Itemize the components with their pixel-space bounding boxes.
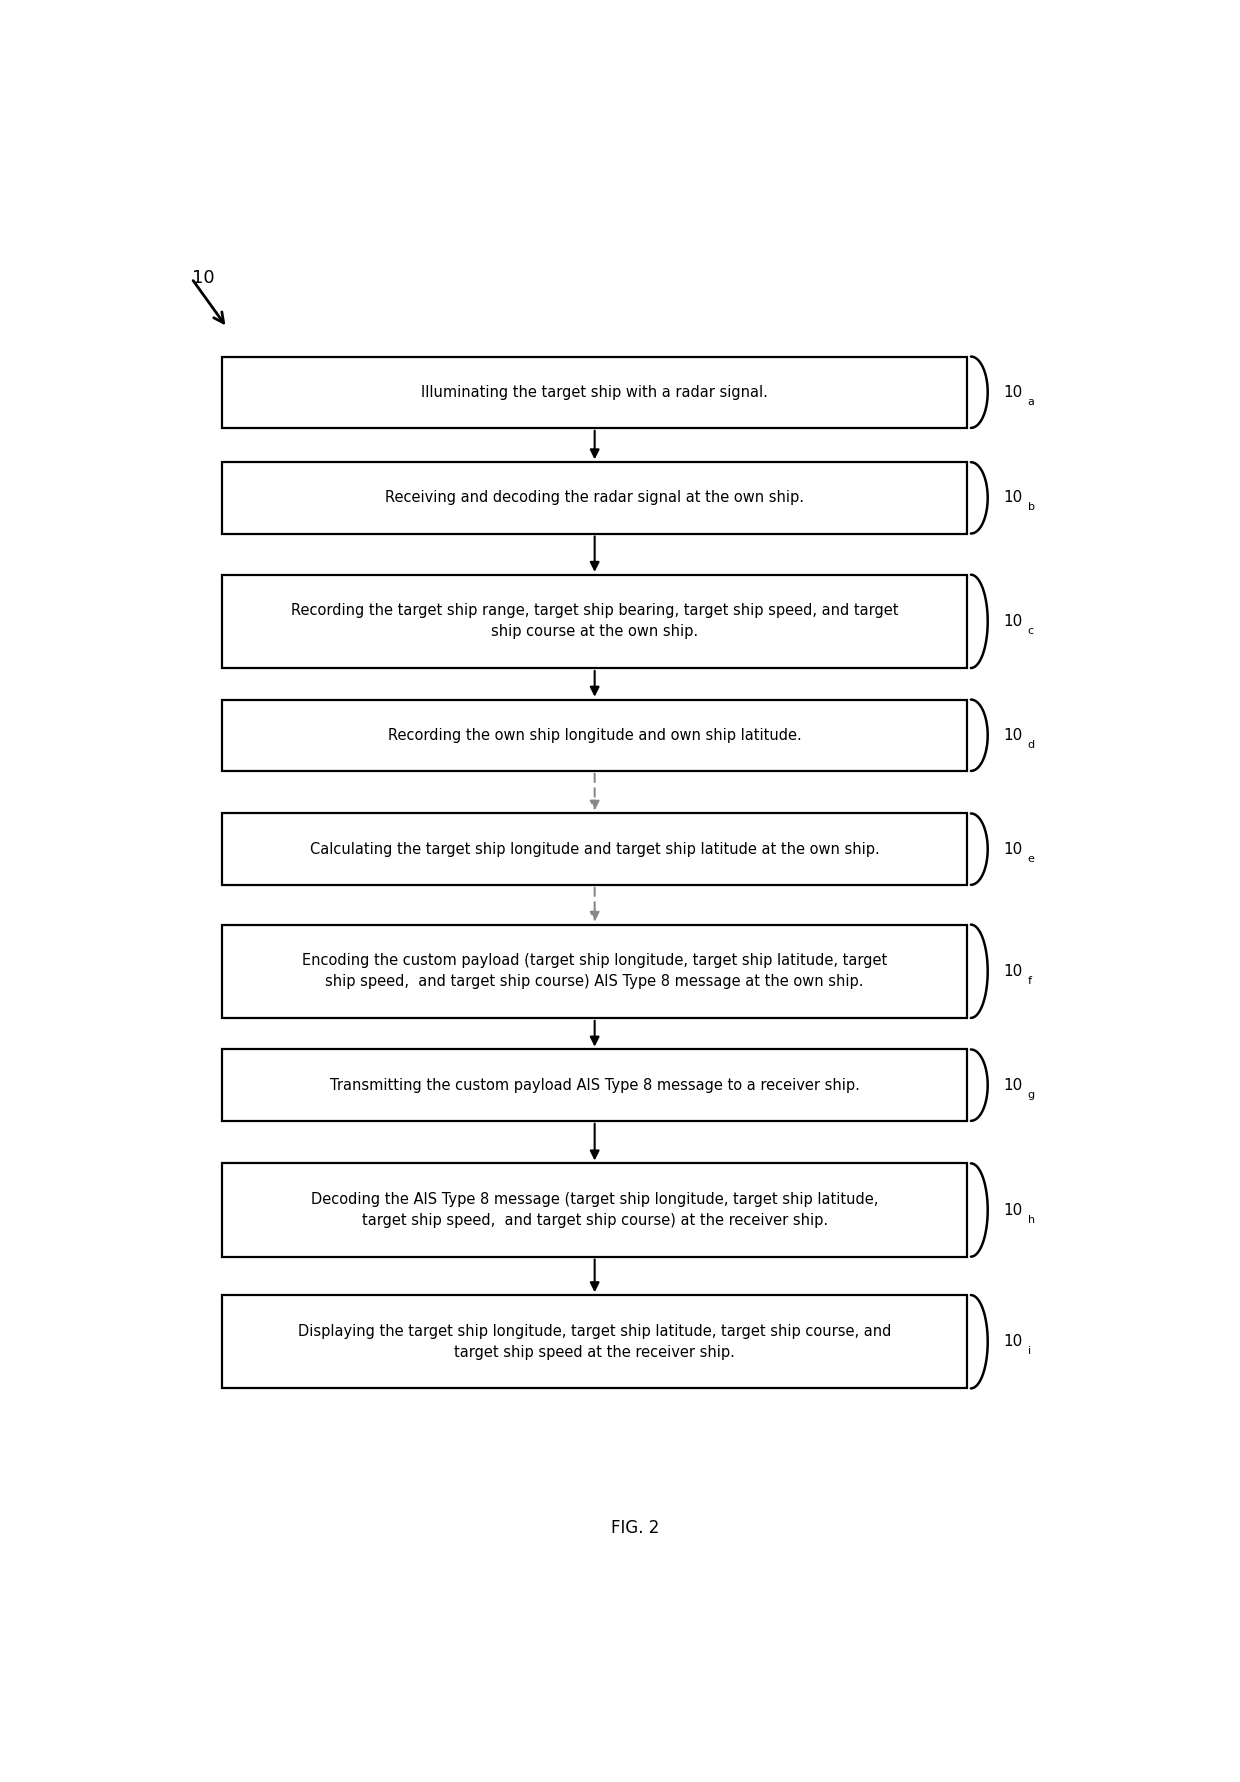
- Text: e: e: [1028, 854, 1034, 864]
- Text: Recording the target ship range, target ship bearing, target ship speed, and tar: Recording the target ship range, target …: [291, 604, 899, 640]
- Text: c: c: [1028, 625, 1034, 636]
- Text: 10: 10: [1003, 841, 1023, 857]
- Text: 10: 10: [1003, 727, 1023, 743]
- Text: Recording the own ship longitude and own ship latitude.: Recording the own ship longitude and own…: [388, 727, 801, 743]
- FancyBboxPatch shape: [222, 813, 967, 886]
- Text: 10: 10: [1003, 1203, 1023, 1217]
- Text: f: f: [1028, 977, 1032, 985]
- Text: Receiving and decoding the radar signal at the own ship.: Receiving and decoding the radar signal …: [386, 490, 805, 506]
- Text: i: i: [1028, 1347, 1030, 1356]
- Text: 10: 10: [1003, 964, 1023, 978]
- FancyBboxPatch shape: [222, 356, 967, 428]
- Text: Encoding the custom payload (target ship longitude, target ship latitude, target: Encoding the custom payload (target ship…: [303, 953, 888, 989]
- FancyBboxPatch shape: [222, 1164, 967, 1256]
- Text: 10: 10: [1003, 490, 1023, 506]
- Text: g: g: [1028, 1091, 1034, 1099]
- FancyBboxPatch shape: [222, 462, 967, 533]
- Text: h: h: [1028, 1215, 1034, 1224]
- Text: Transmitting the custom payload AIS Type 8 message to a receiver ship.: Transmitting the custom payload AIS Type…: [330, 1078, 859, 1092]
- FancyBboxPatch shape: [222, 925, 967, 1018]
- Text: 10: 10: [191, 269, 215, 287]
- Text: 10: 10: [1003, 1335, 1023, 1349]
- Text: Calculating the target ship longitude and target ship latitude at the own ship.: Calculating the target ship longitude an…: [310, 841, 879, 857]
- Text: FIG. 2: FIG. 2: [611, 1520, 660, 1538]
- Text: b: b: [1028, 503, 1034, 513]
- FancyBboxPatch shape: [222, 1296, 967, 1388]
- Text: 10: 10: [1003, 613, 1023, 629]
- Text: d: d: [1028, 740, 1034, 750]
- Text: 10: 10: [1003, 385, 1023, 399]
- Text: Decoding the AIS Type 8 message (target ship longitude, target ship latitude,
ta: Decoding the AIS Type 8 message (target …: [311, 1192, 878, 1228]
- Text: a: a: [1028, 397, 1034, 406]
- Text: Displaying the target ship longitude, target ship latitude, target ship course, : Displaying the target ship longitude, ta…: [298, 1324, 892, 1360]
- FancyBboxPatch shape: [222, 1050, 967, 1121]
- Text: Illuminating the target ship with a radar signal.: Illuminating the target ship with a rada…: [422, 385, 768, 399]
- FancyBboxPatch shape: [222, 576, 967, 668]
- FancyBboxPatch shape: [222, 700, 967, 772]
- Text: 10: 10: [1003, 1078, 1023, 1092]
